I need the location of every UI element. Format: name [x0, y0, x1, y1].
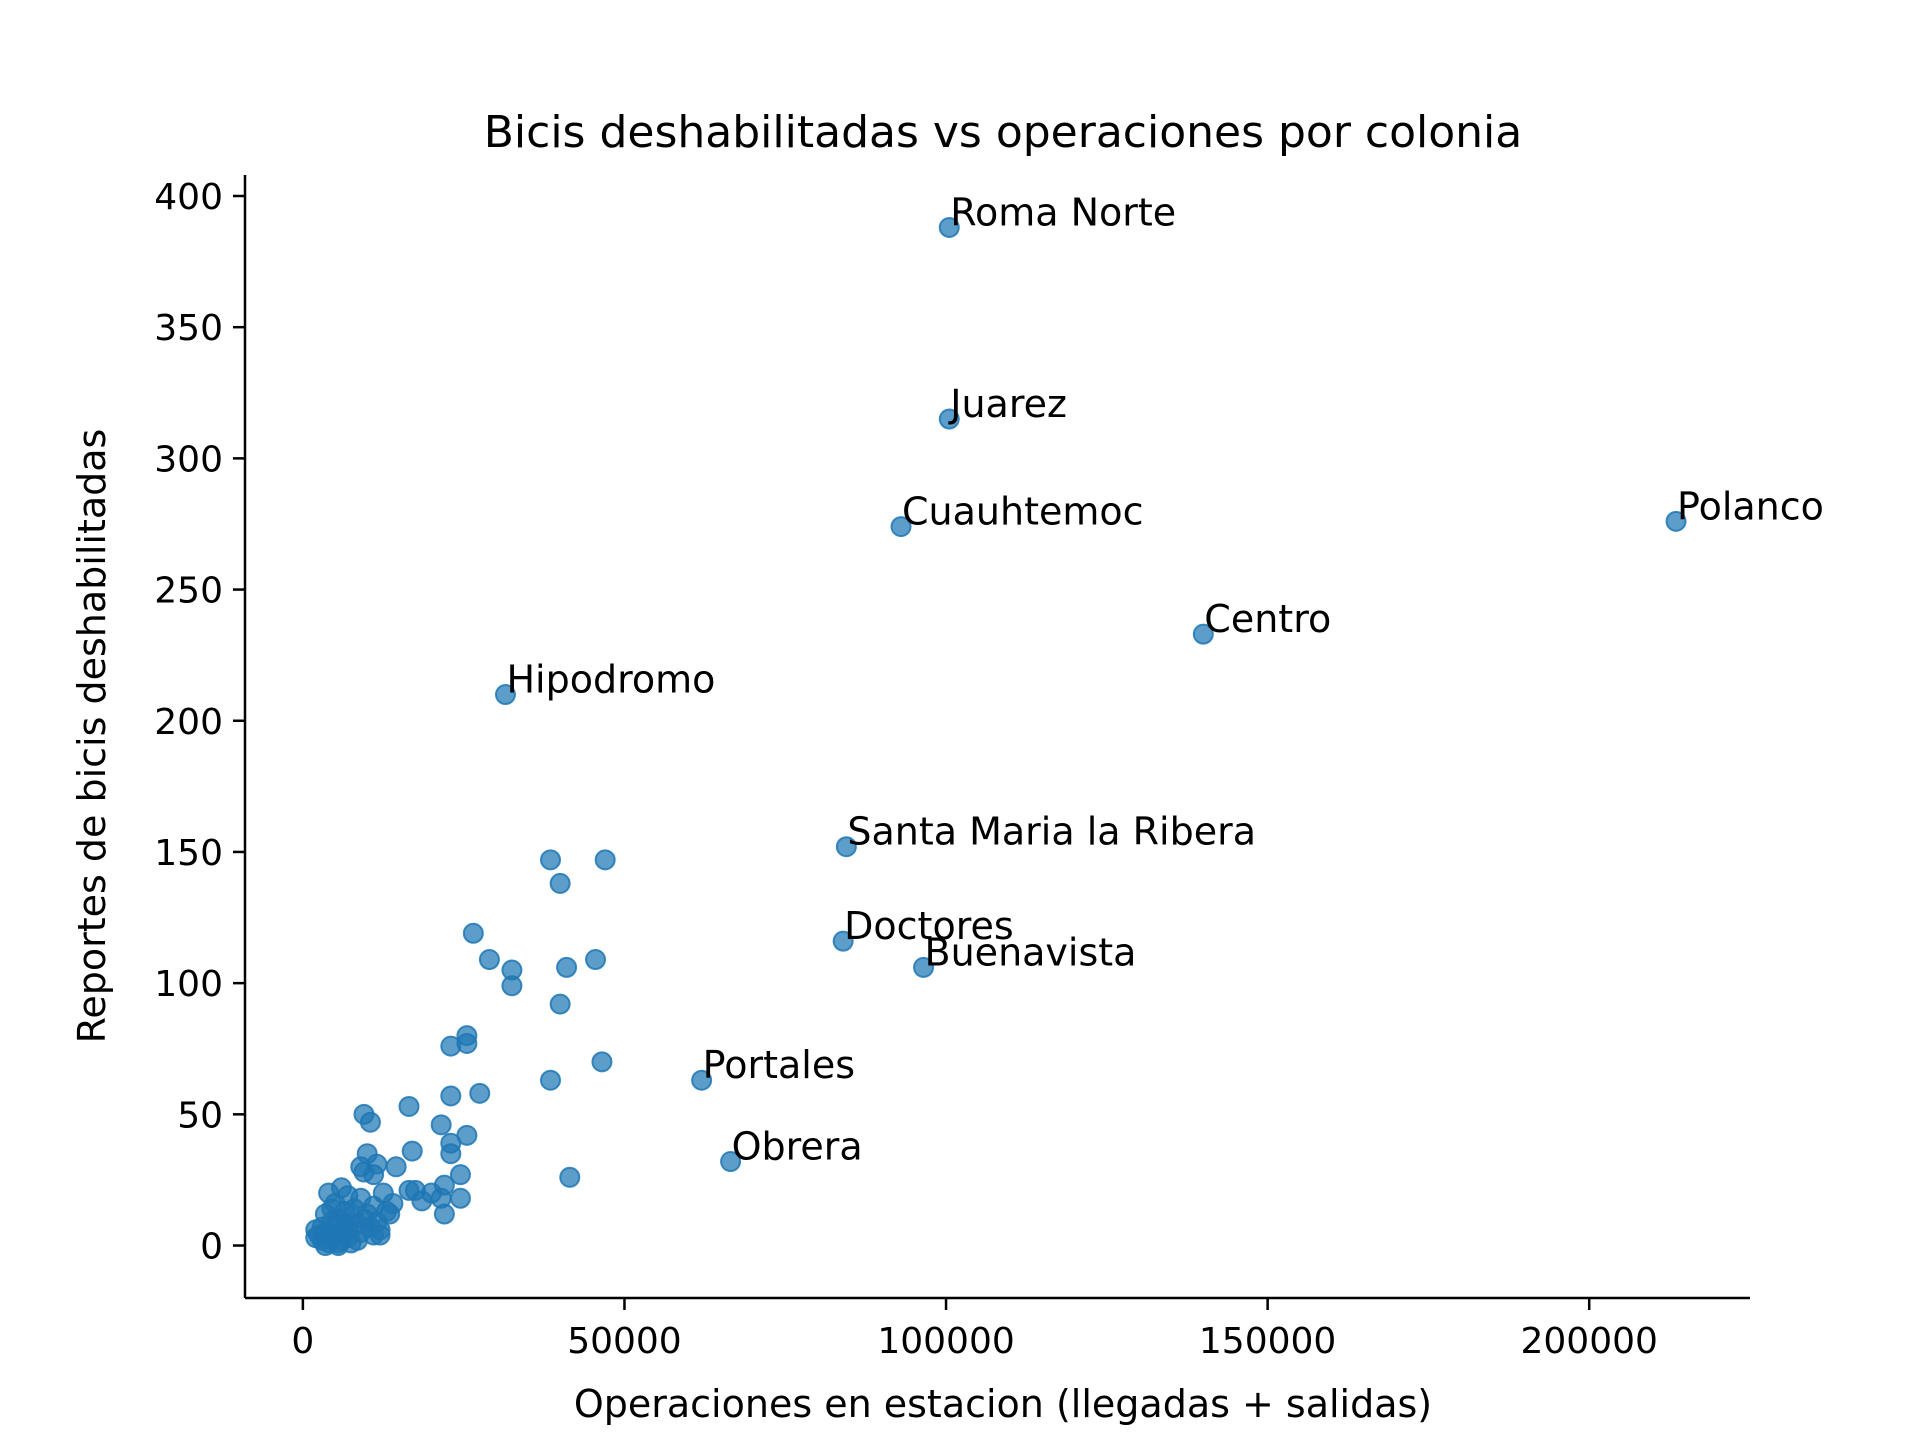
point-annotation: Polanco: [1677, 484, 1824, 528]
point-annotation: Portales: [703, 1043, 855, 1087]
data-point: [398, 1095, 420, 1117]
data-point: [385, 1156, 407, 1178]
y-axis-label: Reportes de bicis deshabilitadas: [70, 429, 114, 1044]
data-point: [1192, 623, 1214, 645]
data-point: [549, 993, 571, 1015]
plot-area: Roma Norte Juarez Cuauhtemoc Polanco Centro H…: [305, 190, 1824, 1257]
x-tick-label: 150000: [1199, 1321, 1336, 1362]
x-axis-label: Operaciones en estacion (llegadas + sali…: [574, 1382, 1432, 1426]
data-point: [585, 949, 607, 971]
data-point: [549, 872, 571, 894]
data-point: [440, 1085, 462, 1107]
data-point: [363, 1164, 385, 1186]
data-point: [720, 1151, 742, 1173]
data-point: [469, 1082, 491, 1104]
data-point: [449, 1164, 471, 1186]
y-tick-label: 300: [154, 439, 223, 480]
data-points: [305, 216, 1687, 1257]
data-point: [440, 1035, 462, 1057]
data-point: [1665, 510, 1687, 532]
point-annotation: Hipodromo: [506, 658, 715, 702]
y-tick-label: 50: [177, 1095, 223, 1136]
data-point: [494, 684, 516, 706]
y-tick-label: 100: [154, 964, 223, 1005]
point-annotations: Roma Norte Juarez Cuauhtemoc Polanco Centro H…: [506, 190, 1823, 1168]
data-point: [691, 1069, 713, 1091]
data-point: [938, 216, 960, 238]
y-tick-label: 0: [200, 1227, 223, 1268]
data-point: [433, 1203, 455, 1225]
data-point: [501, 975, 523, 997]
data-point: [890, 516, 912, 538]
data-point: [832, 930, 854, 952]
y-tick-label: 200: [154, 702, 223, 743]
chart-title: Bicis deshabilitadas vs operaciones por …: [484, 107, 1523, 158]
y-axis-ticks: 0 50 100 150 200 250 300 350 400: [154, 177, 245, 1268]
data-point: [835, 836, 857, 858]
x-tick-label: 0: [291, 1321, 314, 1362]
data-point: [478, 949, 500, 971]
data-point: [591, 1051, 613, 1073]
x-axis-ticks: 0 50000 100000 150000 200000: [291, 1298, 1658, 1362]
data-point: [559, 1166, 581, 1188]
point-annotation: Obrera: [732, 1125, 863, 1169]
data-point: [430, 1114, 452, 1136]
data-point: [913, 956, 935, 978]
y-tick-label: 350: [154, 308, 223, 349]
point-annotation: Doctores: [844, 904, 1014, 948]
data-point: [594, 849, 616, 871]
x-tick-label: 100000: [877, 1321, 1014, 1362]
point-annotation: Cuauhtemoc: [902, 490, 1144, 534]
data-point: [462, 922, 484, 944]
point-annotation: Santa Maria la Ribera: [847, 810, 1256, 854]
data-point: [540, 1069, 562, 1091]
point-annotation: Roma Norte: [950, 190, 1176, 234]
data-point: [938, 408, 960, 430]
data-point: [340, 1232, 362, 1254]
data-point: [440, 1143, 462, 1165]
y-tick-label: 400: [154, 177, 223, 218]
data-point: [359, 1111, 381, 1133]
data-point: [540, 849, 562, 871]
data-point: [369, 1224, 391, 1246]
data-point: [449, 1187, 471, 1209]
point-annotation: Centro: [1204, 597, 1331, 641]
x-tick-label: 200000: [1520, 1321, 1657, 1362]
point-annotation: Buenavista: [925, 930, 1137, 974]
x-tick-label: 50000: [567, 1321, 682, 1362]
y-tick-label: 250: [154, 571, 223, 612]
point-annotation: Juarez: [948, 382, 1067, 426]
data-point: [556, 956, 578, 978]
data-point: [411, 1190, 433, 1212]
y-tick-label: 150: [154, 833, 223, 874]
data-point: [401, 1140, 423, 1162]
